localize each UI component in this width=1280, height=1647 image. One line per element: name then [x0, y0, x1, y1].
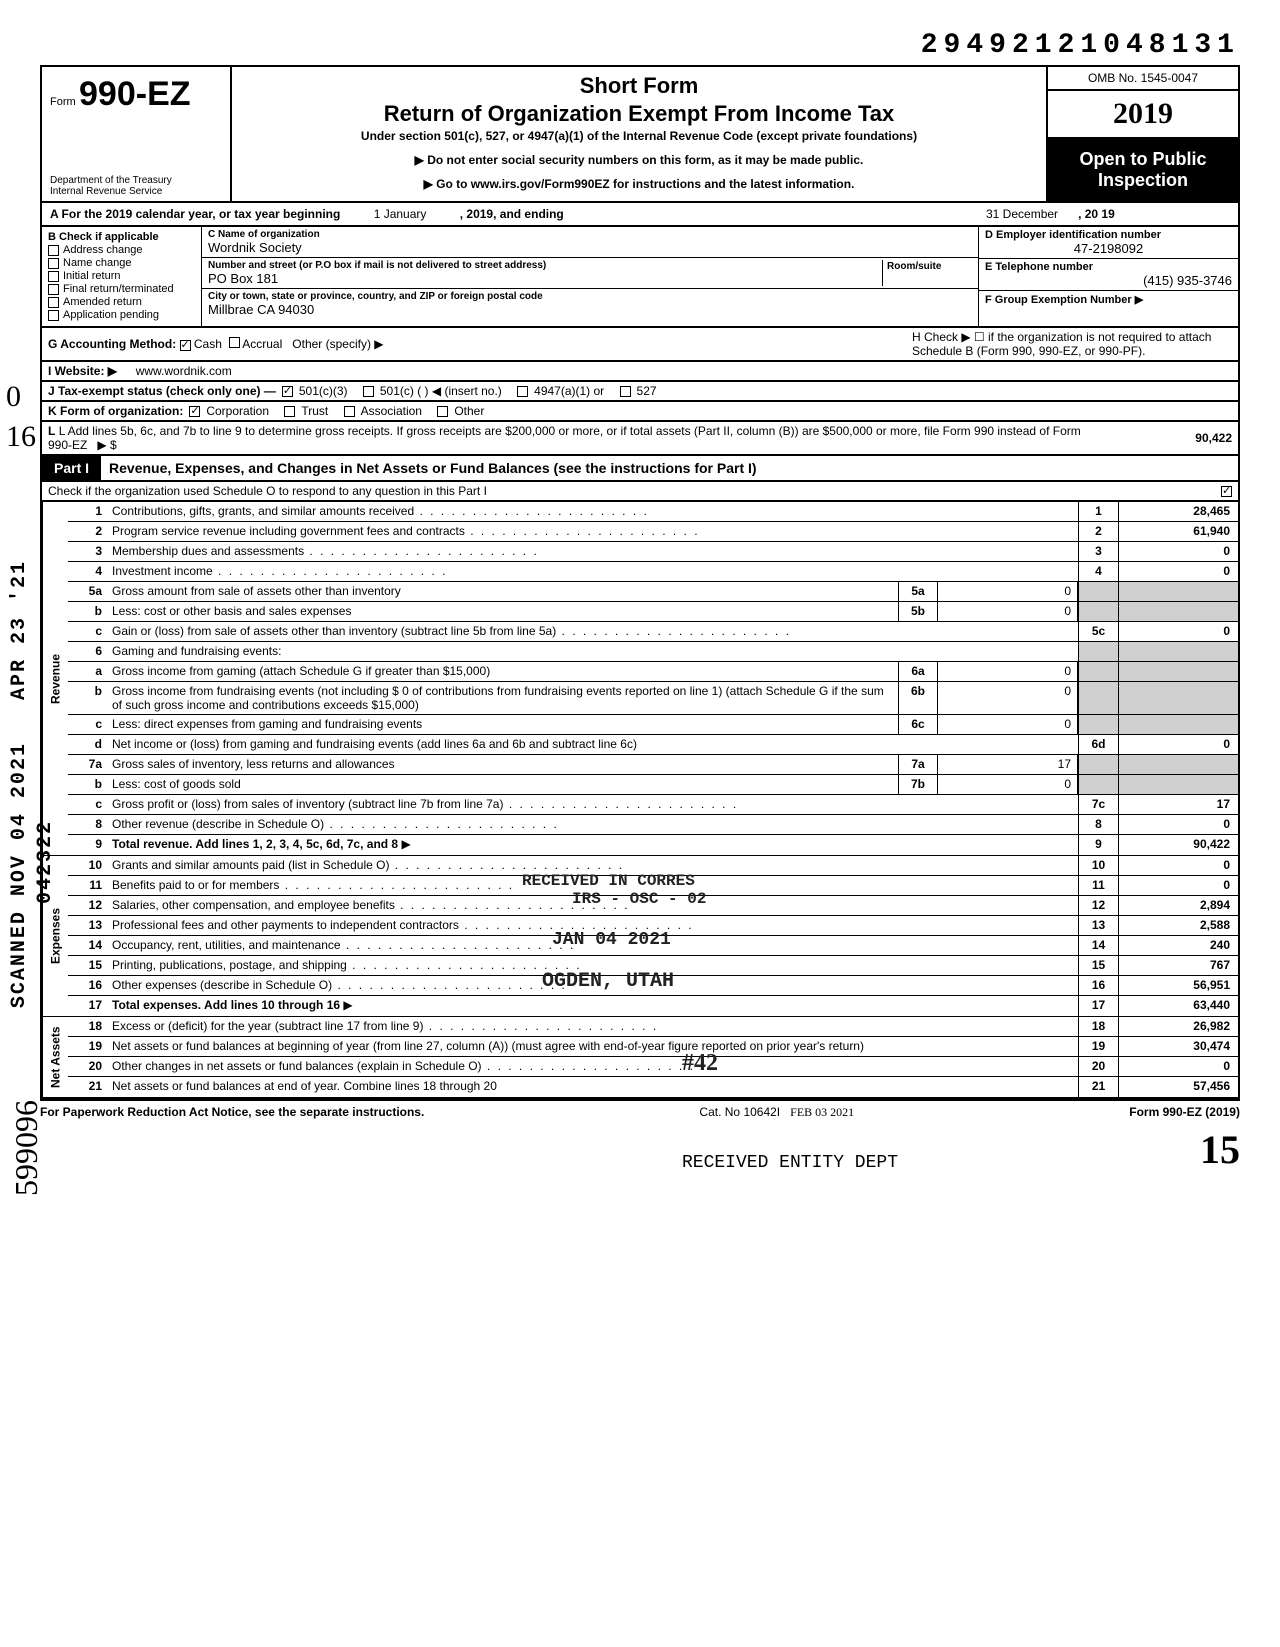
checkbox-corporation[interactable]: [189, 406, 200, 417]
org-name-label: C Name of organization: [208, 229, 972, 240]
checkbox-trust[interactable]: [284, 406, 295, 417]
ein-label: D Employer identification number: [985, 229, 1232, 241]
checkbox-accrual[interactable]: [229, 337, 240, 348]
form-prefix: Form: [50, 96, 76, 108]
side-label-revenue: Revenue: [42, 502, 68, 855]
schedule-o-check: Check if the organization used Schedule …: [40, 482, 1240, 502]
instruction-1: ▶ Do not enter social security numbers o…: [244, 153, 1034, 167]
row-l: L L Add lines 5b, 6c, and 7b to line 9 t…: [40, 422, 1240, 456]
row-k: K Form of organization: Corporation Trus…: [40, 402, 1240, 422]
line-l-value: 90,422: [1112, 431, 1232, 445]
part-1-table: RECEIVED IN CORRES IRS - OSC - 02 JAN 04…: [40, 502, 1240, 1099]
dept-irs: Internal Revenue Service: [50, 186, 222, 197]
checkbox-cash[interactable]: [180, 340, 191, 351]
city-label: City or town, state or province, country…: [208, 291, 972, 302]
handwritten-number: 599096: [8, 1100, 45, 1196]
footer: For Paperwork Reduction Act Notice, see …: [40, 1099, 1240, 1120]
checkbox-501c3[interactable]: [282, 386, 293, 397]
form-number: 990-EZ: [79, 75, 191, 113]
checkbox-name-change[interactable]: Name change: [48, 257, 195, 269]
handwritten-15: 15: [1200, 1127, 1240, 1172]
tel-value: (415) 935-3746: [985, 273, 1232, 288]
side-label-netassets: Net Assets: [42, 1017, 68, 1097]
instruction-2: ▶ Go to www.irs.gov/Form990EZ for instru…: [244, 177, 1034, 191]
form-reference: Form 990-EZ (2019): [1129, 1105, 1240, 1120]
org-address: PO Box 181: [208, 271, 882, 286]
open-to-public: Open to Public Inspection: [1048, 139, 1238, 201]
short-form-label: Short Form: [244, 73, 1034, 99]
row-j: J Tax-exempt status (check only one) — 5…: [40, 382, 1240, 402]
col-b-label: B Check if applicable: [48, 231, 195, 243]
document-locator-number: 29492121048131: [40, 30, 1240, 61]
form-header: Form 990-EZ Department of the Treasury I…: [40, 65, 1240, 203]
pra-notice: For Paperwork Reduction Act Notice, see …: [40, 1105, 424, 1120]
tel-label: E Telephone number: [985, 261, 1232, 273]
side-label-expenses: Expenses: [42, 856, 68, 1016]
omb-number: OMB No. 1545-0047: [1048, 67, 1238, 91]
ein-value: 47-2198092: [985, 241, 1232, 256]
website-value: www.wordnik.com: [136, 364, 232, 378]
stamp-entity-dept: RECEIVED ENTITY DEPT: [340, 1153, 1240, 1173]
scanned-stamp: SCANNED NOV 04 2021 APR 23 '21: [8, 560, 31, 1008]
row-g-i: G Accounting Method: Cash Accrual Other …: [40, 328, 1240, 362]
row-h: H Check ▶ ☐ if the organization is not r…: [912, 330, 1232, 358]
checkbox-association[interactable]: [344, 406, 355, 417]
dept-treasury: Department of the Treasury: [50, 175, 222, 186]
checkbox-other-org[interactable]: [437, 406, 448, 417]
form-title: Return of Organization Exempt From Incom…: [244, 101, 1034, 127]
catalog-number: Cat. No 10642I FEB 03 2021: [699, 1105, 854, 1120]
checkbox-initial-return[interactable]: Initial return: [48, 270, 195, 282]
org-name: Wordnik Society: [208, 240, 972, 255]
part-1-header: Part I Revenue, Expenses, and Changes in…: [40, 456, 1240, 482]
handwritten-mark: 0: [6, 380, 21, 414]
under-section: Under section 501(c), 527, or 4947(a)(1)…: [244, 129, 1034, 143]
tax-year: 2019: [1048, 91, 1238, 139]
checkbox-527[interactable]: [620, 386, 631, 397]
row-i-website: I Website: ▶ www.wordnik.com: [40, 362, 1240, 382]
checkbox-amended[interactable]: Amended return: [48, 296, 195, 308]
room-label: Room/suite: [887, 261, 941, 272]
part-1-title: Revenue, Expenses, and Changes in Net As…: [101, 456, 1238, 480]
addr-label: Number and street (or P.O box if mail is…: [208, 260, 882, 271]
row-a-tax-year: A For the 2019 calendar year, or tax yea…: [40, 203, 1240, 227]
handwritten-mark: 16: [6, 420, 36, 454]
group-exemption-label: F Group Exemption Number ▶: [985, 293, 1232, 306]
checkbox-application-pending[interactable]: Application pending: [48, 309, 195, 321]
section-b-c-d: B Check if applicable Address change Nam…: [40, 227, 1240, 328]
checkbox-501c[interactable]: [363, 386, 374, 397]
part-1-label: Part I: [42, 456, 101, 480]
checkbox-schedule-o[interactable]: [1221, 486, 1232, 497]
org-city: Millbrae CA 94030: [208, 302, 972, 317]
checkbox-4947a1[interactable]: [517, 386, 528, 397]
checkbox-address-change[interactable]: Address change: [48, 244, 195, 256]
checkbox-final-return[interactable]: Final return/terminated: [48, 283, 195, 295]
